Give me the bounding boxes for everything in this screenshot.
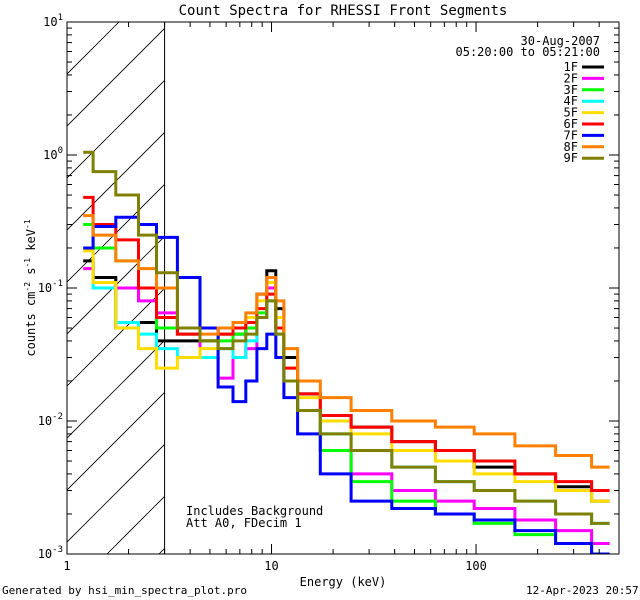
hatch-line — [67, 443, 165, 543]
series-line-9F — [83, 150, 610, 525]
legend-label-8F: 8F — [564, 140, 578, 154]
legend-label-6F: 6F — [564, 117, 578, 131]
series-line-7F — [83, 215, 610, 554]
x-tick-label: 1 — [63, 559, 70, 573]
axes: 1 10 100 10-3 10-2 10-1 100 101 — [38, 13, 620, 573]
observation-time-range: 05:20:00 to 05:21:00 — [456, 45, 601, 59]
y-tick-label: 101 — [43, 13, 63, 29]
y-axis-label: counts cm-2 s-1 keV-1 — [23, 219, 38, 356]
legend-label-2F: 2F — [564, 71, 578, 85]
y-tick-label: 10-1 — [38, 279, 63, 295]
legend-label-5F: 5F — [564, 106, 578, 120]
annotation-background: Includes Background — [186, 504, 323, 518]
x-tick-label: 10 — [264, 559, 278, 573]
series-line-5F — [83, 249, 610, 503]
observation-date: 30-Aug-2007 — [521, 34, 600, 48]
x-axis-label: Energy (keV) — [300, 575, 387, 589]
chart-title: Count Spectra for RHESSI Front Segments — [179, 3, 508, 19]
hatch-line — [627, 22, 640, 554]
series-line-6F — [83, 195, 610, 492]
generation-timestamp: 12-Apr-2023 20:57 — [526, 584, 639, 597]
annotation-attenuator: Att A0, FDecim 1 — [186, 516, 302, 530]
series-line-1F — [83, 259, 610, 503]
legend-label-4F: 4F — [564, 94, 578, 108]
legend-label-9F: 9F — [564, 151, 578, 165]
legend-label-1F: 1F — [564, 60, 578, 74]
legend-label-3F: 3F — [564, 83, 578, 97]
y-tick-label: 10-3 — [38, 545, 63, 561]
legend-label-7F: 7F — [564, 128, 578, 142]
hatch-line — [67, 27, 165, 127]
y-tick-label: 100 — [43, 146, 63, 162]
y-tick-label: 10-2 — [38, 412, 63, 428]
x-tick-label: 100 — [465, 559, 487, 573]
series-lines — [83, 150, 610, 554]
hatch-line — [67, 391, 165, 491]
series-line-8F — [83, 214, 610, 469]
generated-by-note: Generated by hsi_min_spectra_plot.pro — [2, 584, 248, 597]
hatch-line — [67, 79, 165, 179]
